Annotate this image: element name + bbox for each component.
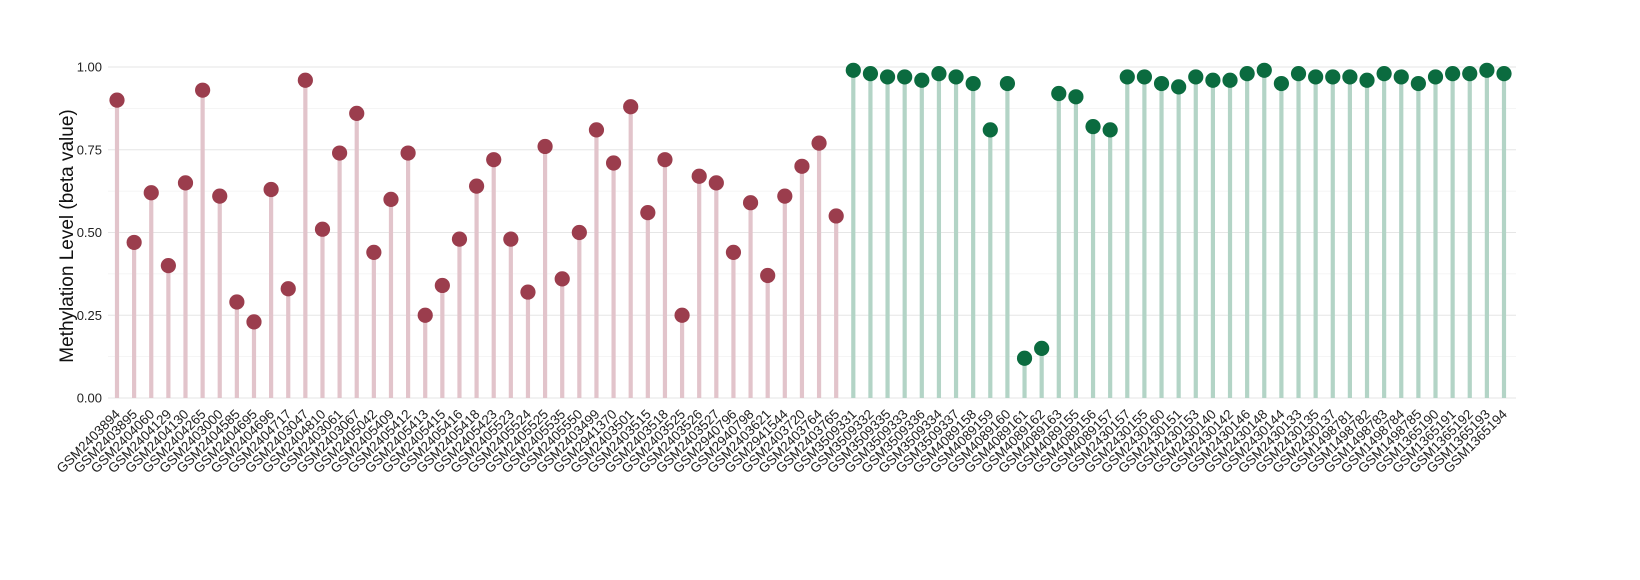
lollipop-dot bbox=[1479, 62, 1495, 78]
lollipop-dot bbox=[588, 122, 605, 138]
lollipop-dot bbox=[1376, 66, 1392, 82]
y-axis-label: Methylation Level (beta value) bbox=[57, 109, 78, 362]
lollipop-dot bbox=[931, 66, 947, 82]
x-axis-ticks: GSM2403894GSM2403895GSM2404060GSM2404129… bbox=[54, 406, 1511, 476]
lollipop-dot bbox=[1325, 69, 1341, 85]
lollipop-dot bbox=[1034, 340, 1050, 356]
lollipop-dot bbox=[948, 69, 964, 85]
lollipop-dot bbox=[280, 281, 296, 297]
lollipop-dots bbox=[109, 62, 1512, 366]
lollipop-dot bbox=[503, 231, 519, 247]
lollipop-dot bbox=[657, 152, 673, 168]
lollipop-dot bbox=[1068, 89, 1084, 105]
y-tick-label: 0.50 bbox=[77, 225, 102, 240]
lollipop-dot bbox=[468, 178, 485, 194]
lollipop-dot bbox=[1256, 62, 1272, 78]
lollipop-dot bbox=[674, 307, 690, 323]
lollipop-dot bbox=[537, 138, 553, 155]
lollipop-dot bbox=[1205, 72, 1221, 88]
y-tick-label: 0.00 bbox=[77, 391, 102, 406]
lollipop-dot bbox=[897, 69, 913, 85]
lollipop-dot bbox=[1153, 75, 1170, 92]
lollipop-dot bbox=[177, 175, 194, 191]
lollipop-dot bbox=[862, 66, 879, 82]
lollipop-dot bbox=[1102, 122, 1118, 138]
lollipop-dot bbox=[349, 105, 365, 121]
y-tick-label: 1.00 bbox=[77, 60, 102, 75]
lollipop-dot bbox=[982, 122, 998, 138]
y-axis-ticks: 0.00 0.25 0.50 0.75 1.00 bbox=[77, 60, 102, 406]
lollipop-dot bbox=[1496, 66, 1512, 82]
lollipop-dot bbox=[640, 205, 656, 221]
lollipop-dot bbox=[1342, 69, 1358, 85]
lollipop-stems bbox=[114, 70, 1507, 398]
lollipop-dot bbox=[742, 195, 759, 211]
lollipop-dot bbox=[1239, 66, 1255, 82]
lollipop-dot bbox=[109, 92, 125, 108]
lollipop-dot bbox=[1359, 72, 1375, 88]
lollipop-dot bbox=[434, 277, 450, 294]
y-tick-label: 0.25 bbox=[77, 308, 102, 323]
lollipop-dot bbox=[263, 181, 279, 198]
lollipop-dot bbox=[811, 135, 827, 151]
lollipop-dot bbox=[708, 175, 724, 191]
lollipop-dot bbox=[1410, 75, 1426, 92]
lollipop-dot bbox=[691, 168, 707, 184]
lollipop-dot bbox=[1085, 118, 1101, 135]
lollipop-dot bbox=[332, 145, 348, 161]
lollipop-dot bbox=[314, 221, 331, 237]
lollipop-dot bbox=[1273, 75, 1289, 92]
y-tick-label: 0.75 bbox=[77, 142, 102, 157]
lollipop-dot bbox=[879, 69, 896, 85]
lollipop-dot bbox=[554, 271, 570, 287]
lollipop-dot bbox=[246, 314, 262, 330]
lollipop-dot bbox=[1051, 85, 1067, 102]
lollipop-dot bbox=[366, 244, 382, 260]
lollipop-dot bbox=[760, 267, 776, 284]
lollipop-dot bbox=[845, 62, 861, 78]
lollipop-dot bbox=[1188, 69, 1204, 85]
lollipop-dot bbox=[1427, 69, 1444, 85]
lollipop-dot bbox=[1136, 69, 1153, 85]
lollipop-dot bbox=[297, 72, 313, 88]
lollipop-dot bbox=[143, 185, 159, 201]
lollipop-dot bbox=[1393, 69, 1409, 85]
lollipop-dot bbox=[914, 72, 930, 88]
lollipop-dot bbox=[605, 155, 622, 171]
lollipop-dot bbox=[777, 188, 793, 204]
lollipop-dot bbox=[794, 158, 810, 174]
lollipop-dot bbox=[725, 244, 742, 260]
lollipop-dot bbox=[1171, 79, 1187, 95]
lollipop-dot bbox=[1462, 66, 1478, 82]
lollipop-dot bbox=[212, 188, 228, 204]
lollipop-dot bbox=[1290, 66, 1307, 82]
lollipop-dot bbox=[1445, 66, 1461, 82]
lollipop-dot bbox=[965, 75, 981, 92]
lollipop-dot bbox=[623, 99, 639, 115]
lollipop-dot bbox=[999, 75, 1016, 92]
lollipop-dot bbox=[1222, 72, 1238, 88]
lollipop-dot bbox=[520, 284, 536, 300]
lollipop-dot bbox=[417, 307, 433, 323]
lollipop-dot bbox=[160, 258, 176, 274]
lollipop-dot bbox=[383, 191, 399, 207]
lollipop-dot bbox=[126, 234, 142, 251]
lollipop-dot bbox=[451, 231, 468, 247]
lollipop-dot bbox=[1016, 350, 1033, 366]
lollipop-dot bbox=[229, 294, 245, 310]
lollipop-dot bbox=[1308, 69, 1324, 85]
lollipop-dot bbox=[828, 208, 844, 224]
lollipop-dot bbox=[486, 152, 502, 168]
lollipop-dot bbox=[400, 145, 416, 161]
lollipop-dot bbox=[1119, 69, 1135, 85]
lollipop-dot bbox=[571, 224, 587, 241]
lollipop-dot bbox=[195, 82, 211, 98]
